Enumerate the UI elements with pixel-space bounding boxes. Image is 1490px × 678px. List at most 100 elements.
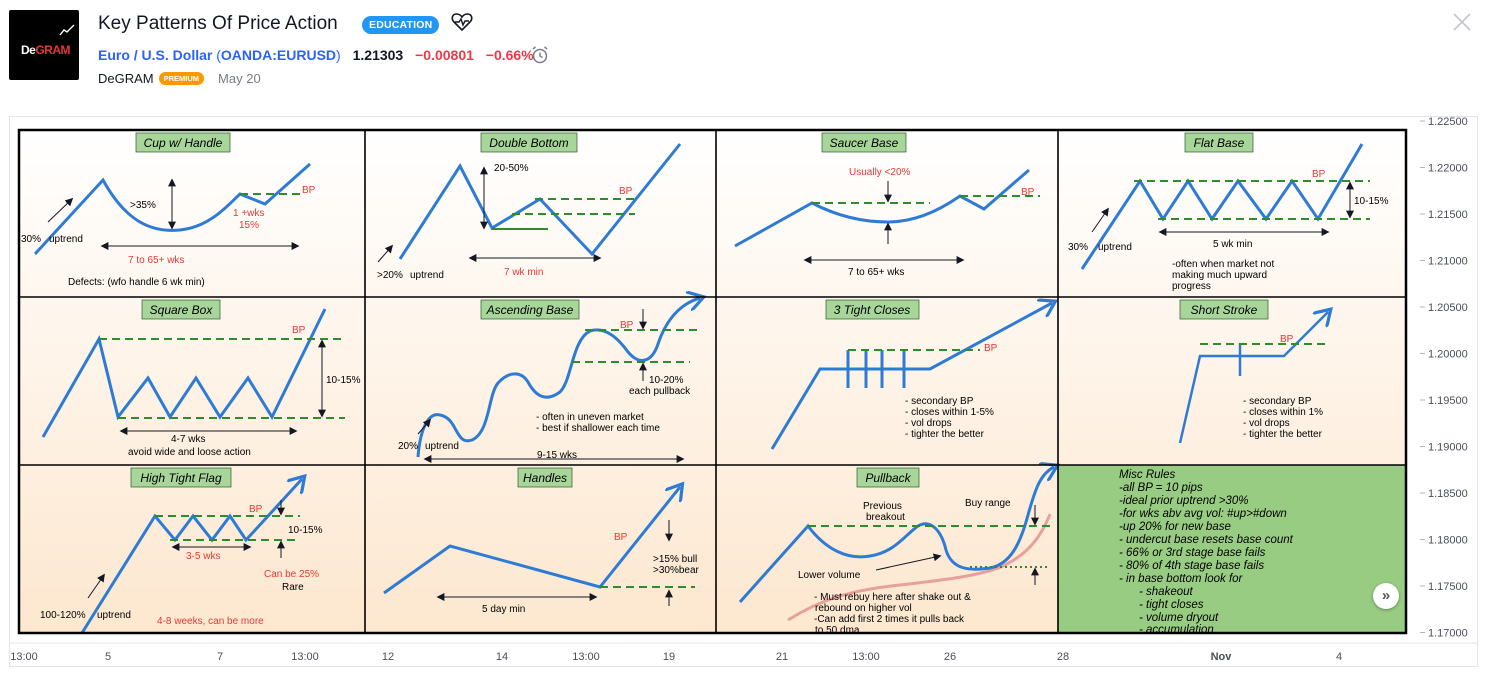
price-tick-label: 1.21500 xyxy=(1428,209,1468,221)
panel-title-box xyxy=(130,467,232,488)
panel-saucer-base: Saucer Base Usually <20% BP 7 to 65+ wks xyxy=(734,132,1040,278)
panel-pullback: Pullback Previous breakout Buy range Low… xyxy=(738,467,1054,636)
label: Defects: (wfo handle 6 wk min) xyxy=(68,277,205,288)
label-bp: BP xyxy=(1021,187,1035,198)
symbol-name-link[interactable]: Euro / U.S. Dollar xyxy=(98,47,213,63)
author-logo[interactable]: DeGRAM xyxy=(9,10,79,80)
label: - secondary BP xyxy=(905,396,974,407)
label: Previous xyxy=(863,501,902,512)
close-icon[interactable] xyxy=(1452,12,1472,32)
label-bp: BP xyxy=(1312,169,1326,180)
label: - tighter the better xyxy=(1243,429,1323,440)
chart-frame[interactable] xyxy=(9,116,1478,667)
label: 10-15% xyxy=(326,375,361,386)
symbol-change: −0.00801 xyxy=(415,47,474,63)
panel-title: Cup w/ Handle xyxy=(144,136,223,150)
price-tick-label: 1.18500 xyxy=(1428,488,1468,500)
panel-title: 3 Tight Closes xyxy=(834,303,911,317)
time-tick-label: 5 xyxy=(105,651,111,663)
label-bp: BP xyxy=(614,532,628,543)
time-tick-label: 28 xyxy=(1057,651,1069,663)
price-tick-label: 1.21000 xyxy=(1428,256,1468,268)
panel-title: High Tight Flag xyxy=(140,471,222,485)
label-bp: BP xyxy=(984,343,998,354)
label: 1 +wks xyxy=(233,208,264,219)
time-tick-label: 21 xyxy=(776,651,788,663)
panel-short-stroke: Short Stroke BP - secondary BP - closes … xyxy=(1178,299,1328,444)
label: >20% xyxy=(377,270,403,281)
panel-flat-base: Flat Base BP 10-15% 30% uptrend 5 wk min… xyxy=(1068,132,1389,292)
misc-rule: - undercut base resets base count xyxy=(1119,534,1294,546)
label: 100-120% xyxy=(40,610,86,621)
price-tick-label: 1.18000 xyxy=(1428,535,1468,547)
panel-double-bottom: Double Bottom 20-50% BP >20% uptrend 7 w… xyxy=(377,132,682,281)
time-tick-label: 26 xyxy=(944,651,956,663)
label: >15% bull xyxy=(653,554,697,565)
price-line xyxy=(383,487,680,595)
panel-title-box xyxy=(856,467,920,488)
label-bp: BP xyxy=(1280,334,1294,345)
next-chart-button[interactable]: » xyxy=(1373,583,1399,609)
label: 30% xyxy=(1068,242,1088,253)
panel-handles: Handles BP >15% bull >30%bear 5 day min xyxy=(383,467,700,615)
label: 10-15% xyxy=(1354,196,1389,207)
label: 20-50% xyxy=(494,163,529,174)
boost-heart-icon[interactable] xyxy=(451,12,473,32)
time-tick-label: 7 xyxy=(217,651,223,663)
label: progress xyxy=(1172,281,1211,292)
label: 7 to 65+ wks xyxy=(128,255,184,266)
price-tick-label: 1.19000 xyxy=(1428,442,1468,454)
panel-title-box xyxy=(1179,299,1269,320)
publish-date: May 20 xyxy=(218,71,261,86)
panel-title-box xyxy=(480,299,580,320)
label-bp: BP xyxy=(620,320,634,331)
time-tick-label: 14 xyxy=(496,651,508,663)
label: - secondary BP xyxy=(1243,396,1312,407)
author-line: DeGRAM PREMIUM May 20 xyxy=(98,71,261,86)
panel-title-box xyxy=(480,132,578,153)
idea-header: DeGRAM Key Patterns Of Price Action EDUC… xyxy=(0,0,1490,110)
label: uptrend xyxy=(49,234,83,245)
misc-rule: - volume dryout xyxy=(1139,612,1219,624)
panel-title: Saucer Base xyxy=(830,136,899,150)
panel-three-tight-closes: 3 Tight Closes BP - secondary BP - close… xyxy=(770,300,1052,450)
label-bp: BP xyxy=(292,325,306,336)
price-tick-label: 1.22000 xyxy=(1428,163,1468,175)
price-axis[interactable]: 1.22500 1.22000 1.21500 1.21000 1.20500 1.200… xyxy=(1420,116,1468,640)
time-tick-label: 13:00 xyxy=(291,651,319,663)
price-line xyxy=(1178,312,1328,444)
label: making much upward xyxy=(1172,270,1267,281)
misc-rule: -for wks abv avg vol: #up>#down xyxy=(1119,508,1287,520)
author-name-link[interactable]: DeGRAM xyxy=(98,71,154,86)
symbol-price: 1.21303 xyxy=(352,47,404,63)
misc-rule: -all BP = 10 pips xyxy=(1119,482,1203,494)
symbol-change-percent: −0.66% xyxy=(485,47,534,63)
lower-volume-arrow xyxy=(875,553,942,571)
panel-title: Square Box xyxy=(150,303,214,317)
panel-title-box xyxy=(821,132,907,153)
panel-title: Handles xyxy=(523,471,567,485)
label: 7 wk min xyxy=(504,267,543,278)
label: - closes within 1-5% xyxy=(905,407,994,418)
symbol-ticker-link[interactable]: OANDA:EURUSD xyxy=(220,47,337,63)
price-tick-label: 1.20500 xyxy=(1428,302,1468,314)
label: >30%bear xyxy=(653,565,700,576)
price-line xyxy=(738,467,1054,604)
label: breakout xyxy=(866,512,905,523)
time-tick-label: 19 xyxy=(663,651,675,663)
symbol-line: Euro / U.S. Dollar (OANDA:EURUSD) 1.2130… xyxy=(98,47,534,63)
category-badge[interactable]: EDUCATION xyxy=(362,16,440,34)
label: - vol drops xyxy=(1243,418,1290,429)
panel-title: Ascending Base xyxy=(486,303,574,317)
label: rebound on higher vol xyxy=(815,603,912,614)
label: - closes within 1% xyxy=(1243,407,1323,418)
label: each pullback xyxy=(629,386,691,397)
label: - tighter the better xyxy=(905,429,985,440)
time-axis[interactable]: 13:00 5 7 13:00 12 14 13:00 19 21 13:00 26 28 Nov 4 xyxy=(10,642,1477,663)
price-line xyxy=(80,479,302,634)
label: Buy range xyxy=(965,498,1011,509)
alarm-clock-icon[interactable] xyxy=(530,45,550,65)
label: >35% xyxy=(130,200,156,211)
panel-title-box xyxy=(1184,132,1254,153)
